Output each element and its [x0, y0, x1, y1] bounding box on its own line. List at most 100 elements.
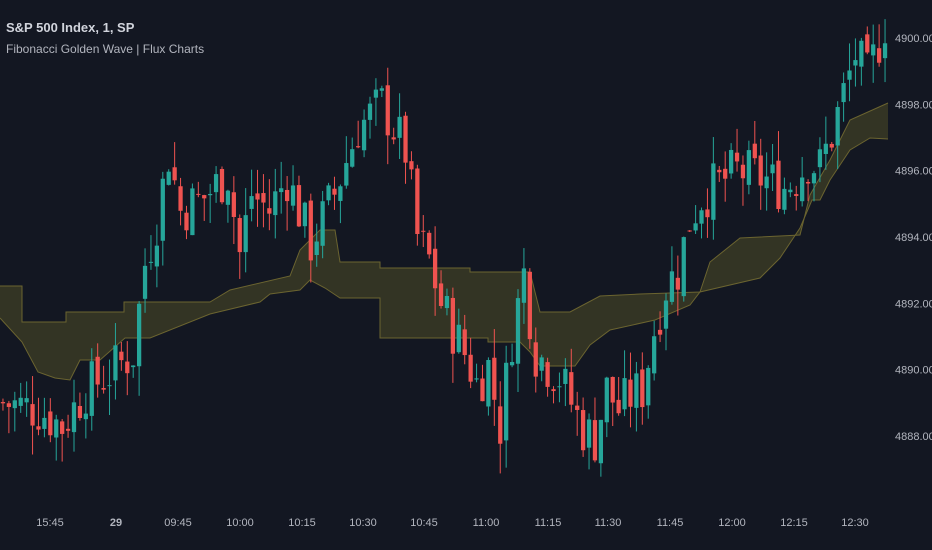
symbol-title[interactable]: S&P 500 Index, 1, SP: [6, 20, 135, 35]
candle-body: [876, 48, 882, 63]
candle-body: [610, 376, 615, 403]
candle-body: [551, 389, 556, 392]
candle-body: [693, 223, 698, 231]
candle-body: [717, 169, 722, 173]
candle-body: [267, 208, 272, 214]
candle-body: [344, 163, 349, 186]
candle-body: [237, 218, 242, 253]
candle-body: [782, 188, 787, 210]
candle-body: [628, 379, 633, 407]
candle-body: [865, 34, 870, 53]
candle-body: [42, 417, 47, 429]
candle-body: [657, 329, 663, 335]
candle-body: [338, 186, 343, 201]
candle-body: [154, 245, 160, 267]
candle-body: [616, 399, 621, 414]
x-tick-label: 11:15: [535, 517, 562, 529]
candle-body: [794, 194, 799, 196]
candle-body: [142, 265, 148, 299]
candle-body: [835, 107, 840, 146]
candle-body: [456, 324, 461, 353]
x-tick-label: 09:45: [164, 517, 192, 529]
candle-body: [444, 295, 450, 309]
candle-body: [859, 40, 864, 67]
y-tick-label: 4896.00: [895, 166, 932, 178]
candle-body: [432, 248, 438, 289]
x-tick-label: 29: [110, 517, 122, 529]
candle-body: [681, 237, 686, 297]
candle-body: [83, 413, 88, 420]
candle-body: [208, 193, 213, 196]
candle-body: [113, 345, 118, 381]
candle-body: [521, 268, 527, 303]
candle-body: [604, 377, 609, 423]
candle-body: [172, 167, 177, 181]
candle-body: [6, 403, 12, 407]
candle-body: [196, 193, 201, 195]
y-tick-label: 4894.00: [895, 232, 932, 244]
candle-body: [740, 164, 746, 179]
candle-body: [367, 103, 373, 120]
candle-body: [178, 186, 183, 211]
candle-body: [326, 185, 331, 201]
candle-body: [847, 70, 852, 80]
candle-body: [480, 378, 485, 402]
candle-body: [12, 400, 17, 409]
candle-body: [30, 404, 35, 426]
band-upper-edge: [0, 102, 889, 323]
candle-body: [415, 168, 420, 235]
candle-body: [592, 420, 598, 461]
y-tick-label: 4900.00: [895, 33, 932, 45]
x-tick-label: 12:30: [841, 517, 869, 529]
candle-body: [450, 297, 456, 354]
x-tick-label: 11:45: [657, 517, 684, 529]
candle-body: [125, 361, 130, 374]
candle-body: [18, 397, 23, 406]
x-tick-label: 15:45: [36, 517, 64, 529]
candle-body: [397, 116, 402, 138]
candle-body: [486, 360, 491, 407]
candle-body: [652, 336, 657, 374]
candle-body: [403, 115, 408, 163]
candle-body: [89, 361, 94, 416]
candle-body: [36, 426, 41, 430]
candle-body: [119, 351, 124, 361]
candle-body: [60, 421, 65, 434]
candle-body: [545, 362, 550, 387]
candle-body: [468, 354, 473, 382]
candle-body: [800, 177, 805, 202]
candle-body: [107, 385, 112, 387]
candle-body: [350, 149, 355, 167]
candle-body: [308, 200, 313, 261]
candle-body: [723, 168, 728, 179]
candle-body: [770, 164, 775, 174]
indicator-label[interactable]: Fibonacci Golden Wave | Flux Charts: [6, 42, 205, 56]
y-tick-label: 4888.00: [895, 431, 932, 443]
candle-body: [569, 372, 574, 405]
candle-body: [823, 143, 828, 154]
candle-body: [131, 365, 136, 368]
candle-body: [438, 283, 444, 306]
candle-body: [148, 261, 154, 263]
candle-body: [764, 176, 769, 189]
candle-body: [734, 152, 740, 162]
candle-body: [284, 189, 290, 202]
candle-body: [557, 386, 562, 388]
candle-body: [533, 342, 538, 377]
candle-body: [166, 171, 171, 185]
candle-body: [498, 406, 503, 444]
candle-body: [231, 192, 236, 217]
candle-body: [190, 188, 195, 236]
candle-body: [663, 300, 669, 329]
y-tick-label: 4890.00: [895, 365, 932, 377]
x-tick-label: 11:00: [473, 517, 500, 529]
candle-body: [101, 388, 106, 390]
candle-body: [427, 232, 432, 255]
candle-body: [829, 143, 834, 148]
candle-body: [634, 373, 639, 408]
y-tick-label: 4898.00: [895, 99, 932, 111]
candle-body: [699, 210, 704, 224]
candle-body: [279, 188, 284, 193]
